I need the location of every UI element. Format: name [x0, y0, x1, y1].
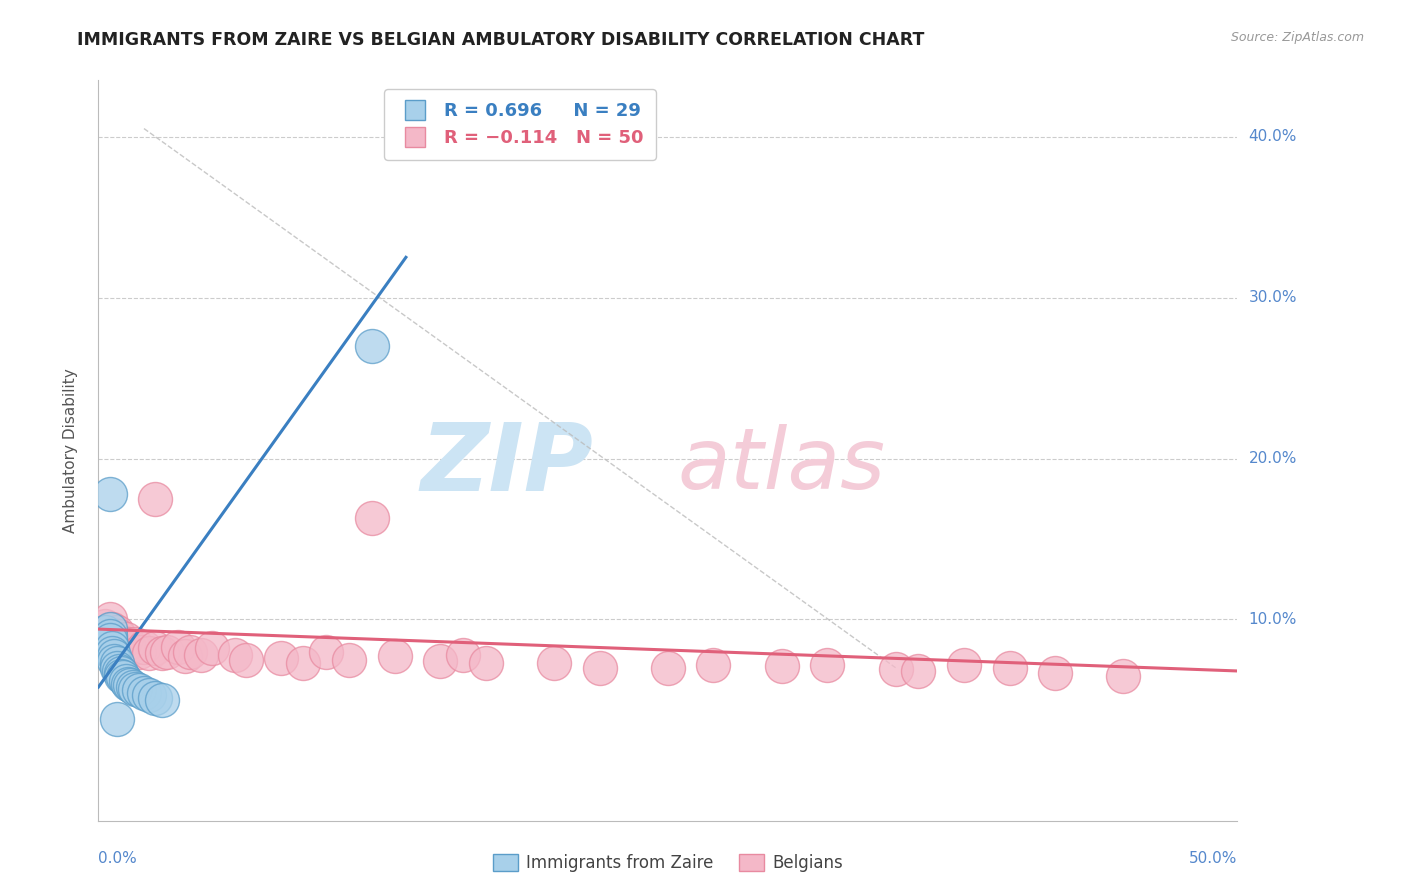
- Point: [98, 628, 121, 642]
- Point: [770, 659, 793, 673]
- Text: atlas: atlas: [678, 424, 886, 507]
- Point: [110, 665, 132, 680]
- Point: [132, 640, 155, 654]
- Point: [138, 646, 160, 660]
- Point: [907, 664, 929, 678]
- Point: [105, 656, 128, 670]
- Point: [132, 686, 155, 700]
- Point: [105, 661, 128, 675]
- Point: [543, 656, 565, 670]
- Point: [998, 661, 1021, 675]
- Point: [270, 651, 292, 665]
- Point: [150, 646, 173, 660]
- Point: [235, 653, 257, 667]
- Point: [101, 627, 124, 641]
- Point: [114, 673, 136, 688]
- Point: [112, 640, 135, 654]
- Point: [224, 648, 246, 662]
- Point: [105, 712, 128, 726]
- Point: [117, 637, 139, 651]
- Point: [1043, 665, 1066, 680]
- Point: [96, 624, 118, 638]
- Point: [884, 662, 907, 676]
- Point: [702, 657, 724, 672]
- Point: [657, 661, 679, 675]
- Point: [103, 649, 125, 664]
- Point: [360, 511, 382, 525]
- Point: [292, 656, 315, 670]
- Legend: Immigrants from Zaire, Belgians: Immigrants from Zaire, Belgians: [486, 847, 849, 879]
- Point: [124, 637, 146, 651]
- Point: [124, 681, 146, 696]
- Text: 10.0%: 10.0%: [1249, 612, 1296, 627]
- Point: [315, 645, 337, 659]
- Point: [120, 678, 142, 692]
- Point: [150, 693, 173, 707]
- Point: [94, 625, 117, 640]
- Point: [98, 633, 121, 648]
- Text: 40.0%: 40.0%: [1249, 129, 1296, 145]
- Point: [117, 677, 139, 691]
- Text: 0.0%: 0.0%: [98, 851, 138, 866]
- Point: [474, 656, 496, 670]
- Point: [953, 657, 976, 672]
- Point: [98, 612, 121, 626]
- Point: [1112, 669, 1135, 683]
- Point: [156, 645, 179, 659]
- Point: [128, 683, 150, 698]
- Point: [94, 619, 117, 633]
- Point: [121, 680, 143, 694]
- Point: [128, 645, 150, 659]
- Point: [815, 657, 838, 672]
- Point: [108, 628, 131, 642]
- Point: [96, 632, 118, 646]
- Y-axis label: Ambulatory Disability: Ambulatory Disability: [63, 368, 77, 533]
- Point: [451, 648, 474, 662]
- Point: [110, 669, 132, 683]
- Point: [101, 641, 124, 656]
- Text: 50.0%: 50.0%: [1189, 851, 1237, 866]
- Point: [112, 670, 135, 684]
- Point: [429, 654, 451, 668]
- Point: [337, 653, 360, 667]
- Text: Source: ZipAtlas.com: Source: ZipAtlas.com: [1230, 31, 1364, 45]
- Point: [103, 654, 125, 668]
- Text: 20.0%: 20.0%: [1249, 451, 1296, 466]
- Point: [98, 487, 121, 501]
- Point: [110, 635, 132, 649]
- Point: [101, 646, 124, 660]
- Text: 30.0%: 30.0%: [1249, 290, 1296, 305]
- Point: [384, 649, 406, 664]
- Point: [121, 641, 143, 656]
- Point: [360, 339, 382, 353]
- Point: [105, 625, 128, 640]
- Point: [174, 649, 197, 664]
- Point: [145, 691, 167, 706]
- Point: [101, 622, 124, 636]
- Text: IMMIGRANTS FROM ZAIRE VS BELGIAN AMBULATORY DISABILITY CORRELATION CHART: IMMIGRANTS FROM ZAIRE VS BELGIAN AMBULAT…: [77, 31, 925, 49]
- Point: [114, 632, 136, 646]
- Point: [588, 661, 610, 675]
- Point: [138, 688, 160, 702]
- Point: [190, 648, 212, 662]
- Text: ZIP: ZIP: [420, 419, 593, 511]
- Point: [145, 641, 167, 656]
- Point: [145, 491, 167, 506]
- Point: [108, 664, 131, 678]
- Point: [103, 630, 125, 644]
- Point: [179, 645, 201, 659]
- Point: [96, 638, 118, 652]
- Point: [105, 633, 128, 648]
- Point: [167, 640, 190, 654]
- Point: [98, 622, 121, 636]
- Point: [201, 641, 224, 656]
